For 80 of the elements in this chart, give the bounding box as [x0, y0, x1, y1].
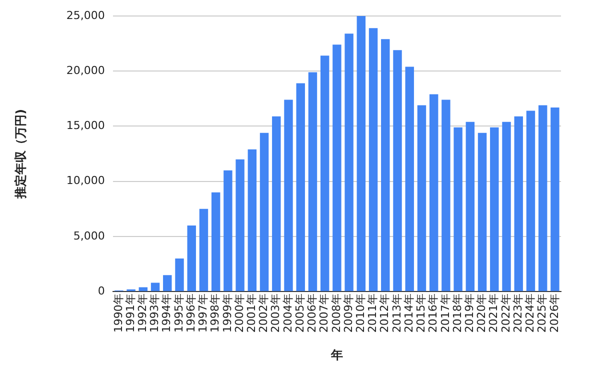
- bar: [429, 94, 438, 292]
- bar: [502, 122, 511, 292]
- x-tick-label: 2016年: [426, 294, 440, 333]
- y-axis-title: 推定年収（万円): [13, 109, 28, 200]
- bar: [514, 116, 523, 292]
- bar: [454, 127, 462, 292]
- x-tick-label: 2015年: [414, 294, 428, 333]
- x-tick-label: 2008年: [330, 294, 343, 333]
- x-tick-label: 2023年: [511, 294, 524, 333]
- bar: [284, 100, 293, 292]
- bar: [199, 208, 208, 292]
- x-tick-label: 2022年: [499, 294, 512, 333]
- y-tick-label: 5,000: [73, 229, 105, 242]
- x-tick-label: 2002年: [257, 294, 270, 333]
- bar: [368, 28, 378, 292]
- bar: [150, 282, 160, 292]
- y-tick-label: 25,000: [66, 8, 105, 22]
- x-tick-label: 1991年: [124, 294, 137, 333]
- bar: [393, 50, 402, 292]
- x-tick-label: 2007年: [318, 294, 331, 333]
- bar: [417, 105, 426, 292]
- x-tick-label: 1999年: [220, 294, 234, 333]
- x-tick-label: 2026年: [548, 294, 561, 333]
- bar: [224, 170, 232, 292]
- bar: [248, 149, 257, 292]
- x-tick-label: 2014年: [402, 294, 416, 333]
- bar: [296, 83, 305, 292]
- x-tick-label: 2009年: [342, 294, 355, 333]
- x-tick-label: 1996年: [184, 294, 198, 333]
- x-tick-label: 2005年: [293, 294, 306, 333]
- bar: [138, 287, 148, 292]
- bar: [163, 275, 172, 292]
- x-tick-label: 2006年: [306, 294, 319, 333]
- x-tick-label: 2000年: [232, 294, 246, 333]
- bar: [187, 225, 196, 292]
- x-tick-label: 2017年: [438, 294, 452, 333]
- bar: [466, 122, 475, 292]
- x-tick-label: 1993年: [148, 294, 162, 333]
- y-tick-label: 0: [98, 284, 105, 298]
- bar: [538, 105, 548, 292]
- y-tick-label: 15,000: [66, 119, 105, 132]
- bar: [526, 110, 536, 292]
- bar: [478, 132, 487, 292]
- bar: [490, 127, 499, 292]
- x-tick-label: 1992年: [136, 294, 150, 333]
- bar: [175, 258, 184, 292]
- x-tick-label: 2024年: [524, 294, 537, 333]
- x-tick-label: 2013年: [390, 294, 404, 333]
- x-axis-title: 年: [330, 348, 343, 362]
- x-tick-label: 2018年: [450, 294, 464, 333]
- bar: [308, 72, 318, 292]
- x-tick-label: 2001年: [245, 294, 258, 333]
- x-tick-label: 1990年: [112, 294, 125, 333]
- bar: [381, 39, 390, 292]
- y-tick-label: 10,000: [66, 174, 105, 188]
- bar: [442, 100, 450, 292]
- x-tick-label: 2021年: [487, 294, 500, 333]
- bar: [405, 66, 414, 292]
- bar: [320, 56, 330, 292]
- x-tick-label: 1994年: [160, 294, 174, 333]
- bar: [260, 132, 269, 292]
- x-tick-label: 2020年: [475, 294, 488, 333]
- x-tick-label: 1997年: [196, 294, 210, 333]
- x-tick-label: 2019年: [463, 294, 476, 333]
- bar: [272, 116, 281, 292]
- bar: [332, 44, 342, 292]
- bar: [344, 34, 354, 292]
- x-tick-label: 2012年: [378, 294, 392, 333]
- x-tick-label: 2003年: [269, 294, 282, 333]
- y-tick-label: 20,000: [66, 64, 105, 77]
- bar: [236, 159, 244, 292]
- x-tick-label: 1998年: [208, 294, 222, 333]
- bar: [550, 108, 560, 292]
- x-tick-label: 2011年: [366, 294, 380, 333]
- x-tick-label: 2025年: [536, 294, 549, 333]
- x-tick-label: 2010年: [354, 294, 368, 333]
- bar: [211, 192, 220, 292]
- bar: [356, 16, 366, 292]
- x-tick-label: 2004年: [281, 294, 294, 333]
- x-tick-label: 1995年: [172, 294, 186, 333]
